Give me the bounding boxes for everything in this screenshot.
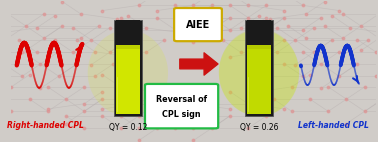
- Text: Left-handed CPL: Left-handed CPL: [298, 121, 369, 130]
- Text: CPL sign: CPL sign: [162, 110, 201, 119]
- FancyBboxPatch shape: [145, 84, 218, 128]
- FancyBboxPatch shape: [114, 20, 142, 116]
- Bar: [116, 20, 140, 45]
- FancyBboxPatch shape: [245, 20, 273, 116]
- Ellipse shape: [219, 30, 299, 116]
- Bar: [247, 45, 271, 114]
- Ellipse shape: [88, 30, 168, 116]
- FancyBboxPatch shape: [174, 8, 222, 41]
- Text: QY = 0.12: QY = 0.12: [109, 123, 147, 132]
- Bar: [116, 45, 140, 49]
- Text: Reversal of: Reversal of: [156, 95, 207, 104]
- Bar: [116, 45, 140, 114]
- Bar: [247, 45, 271, 49]
- Text: AIEE: AIEE: [186, 20, 210, 30]
- Bar: [247, 20, 271, 45]
- FancyArrowPatch shape: [180, 53, 218, 75]
- Ellipse shape: [219, 29, 299, 116]
- Text: Right-handed CPL: Right-handed CPL: [8, 121, 84, 130]
- Text: QY = 0.26: QY = 0.26: [240, 123, 278, 132]
